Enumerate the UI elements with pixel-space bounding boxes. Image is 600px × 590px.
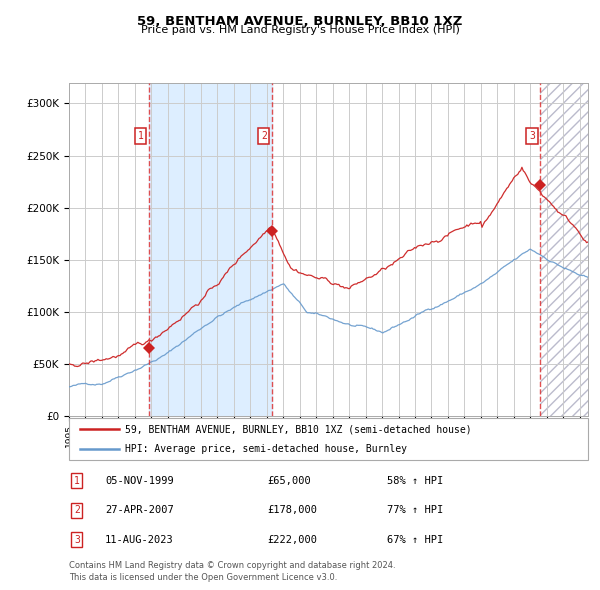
Text: 3: 3 xyxy=(529,131,535,141)
Text: £178,000: £178,000 xyxy=(267,506,317,515)
Text: Contains HM Land Registry data © Crown copyright and database right 2024.: Contains HM Land Registry data © Crown c… xyxy=(69,560,395,569)
Text: £222,000: £222,000 xyxy=(267,535,317,545)
Text: 1: 1 xyxy=(137,131,143,141)
Text: 67% ↑ HPI: 67% ↑ HPI xyxy=(387,535,443,545)
Text: 77% ↑ HPI: 77% ↑ HPI xyxy=(387,506,443,515)
Bar xyxy=(541,83,588,416)
Text: This data is licensed under the Open Government Licence v3.0.: This data is licensed under the Open Gov… xyxy=(69,573,337,582)
Text: 59, BENTHAM AVENUE, BURNLEY, BB10 1XZ (semi-detached house): 59, BENTHAM AVENUE, BURNLEY, BB10 1XZ (s… xyxy=(125,424,472,434)
Bar xyxy=(541,83,588,416)
Text: 27-APR-2007: 27-APR-2007 xyxy=(105,506,174,515)
Text: Price paid vs. HM Land Registry's House Price Index (HPI): Price paid vs. HM Land Registry's House … xyxy=(140,25,460,35)
Text: £65,000: £65,000 xyxy=(267,476,311,486)
Text: 2: 2 xyxy=(261,131,267,141)
Text: 59, BENTHAM AVENUE, BURNLEY, BB10 1XZ: 59, BENTHAM AVENUE, BURNLEY, BB10 1XZ xyxy=(137,15,463,28)
Text: 11-AUG-2023: 11-AUG-2023 xyxy=(105,535,174,545)
Bar xyxy=(149,83,272,416)
Text: 58% ↑ HPI: 58% ↑ HPI xyxy=(387,476,443,486)
Text: HPI: Average price, semi-detached house, Burnley: HPI: Average price, semi-detached house,… xyxy=(125,444,407,454)
Text: 3: 3 xyxy=(74,535,80,545)
Text: 2: 2 xyxy=(74,506,80,515)
Text: 1: 1 xyxy=(74,476,80,486)
Text: 05-NOV-1999: 05-NOV-1999 xyxy=(105,476,174,486)
